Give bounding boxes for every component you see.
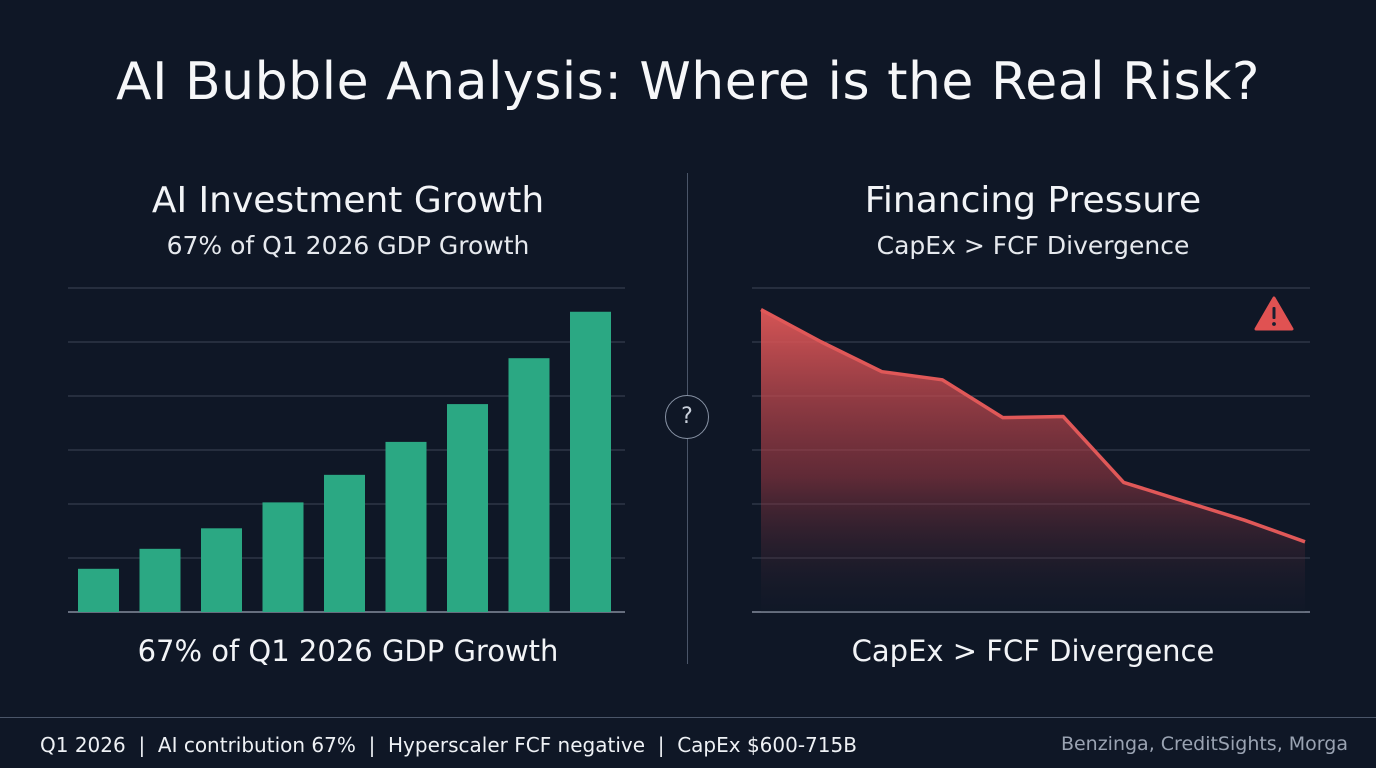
bar: [78, 568, 119, 612]
footer-stats: Q1 2026 | AI contribution 67% | Hypersca…: [40, 733, 857, 757]
bar: [447, 404, 488, 612]
page-title: AI Bubble Analysis: Where is the Real Ri…: [116, 52, 1260, 112]
right-panel-caption: CapEx > FCF Divergence: [851, 634, 1215, 668]
area-line: [760, 308, 1306, 544]
warning-triangle-icon: [1254, 296, 1294, 331]
bar: [385, 441, 427, 612]
question-icon: ?: [665, 395, 709, 439]
footer-sources: Benzinga, CreditSights, Morga: [1060, 733, 1348, 755]
left-panel-subtitle: 67% of Q1 2026 GDP Growth: [166, 231, 530, 260]
area-fill: [761, 309, 1305, 612]
right-panel-subtitle: CapEx > FCF Divergence: [876, 231, 1190, 260]
bar: [262, 502, 304, 612]
bar: [570, 311, 611, 612]
bar: [201, 528, 242, 612]
right-panel-title: Financing Pressure: [864, 180, 1202, 221]
bar-chart: [68, 287, 625, 613]
bar: [139, 548, 181, 612]
footer-divider: [0, 717, 1376, 718]
bar: [508, 358, 550, 612]
area-chart: [752, 287, 1310, 613]
left-panel-title: AI Investment Growth: [151, 180, 545, 221]
bar: [324, 474, 365, 612]
left-panel-caption: 67% of Q1 2026 GDP Growth: [137, 634, 559, 668]
